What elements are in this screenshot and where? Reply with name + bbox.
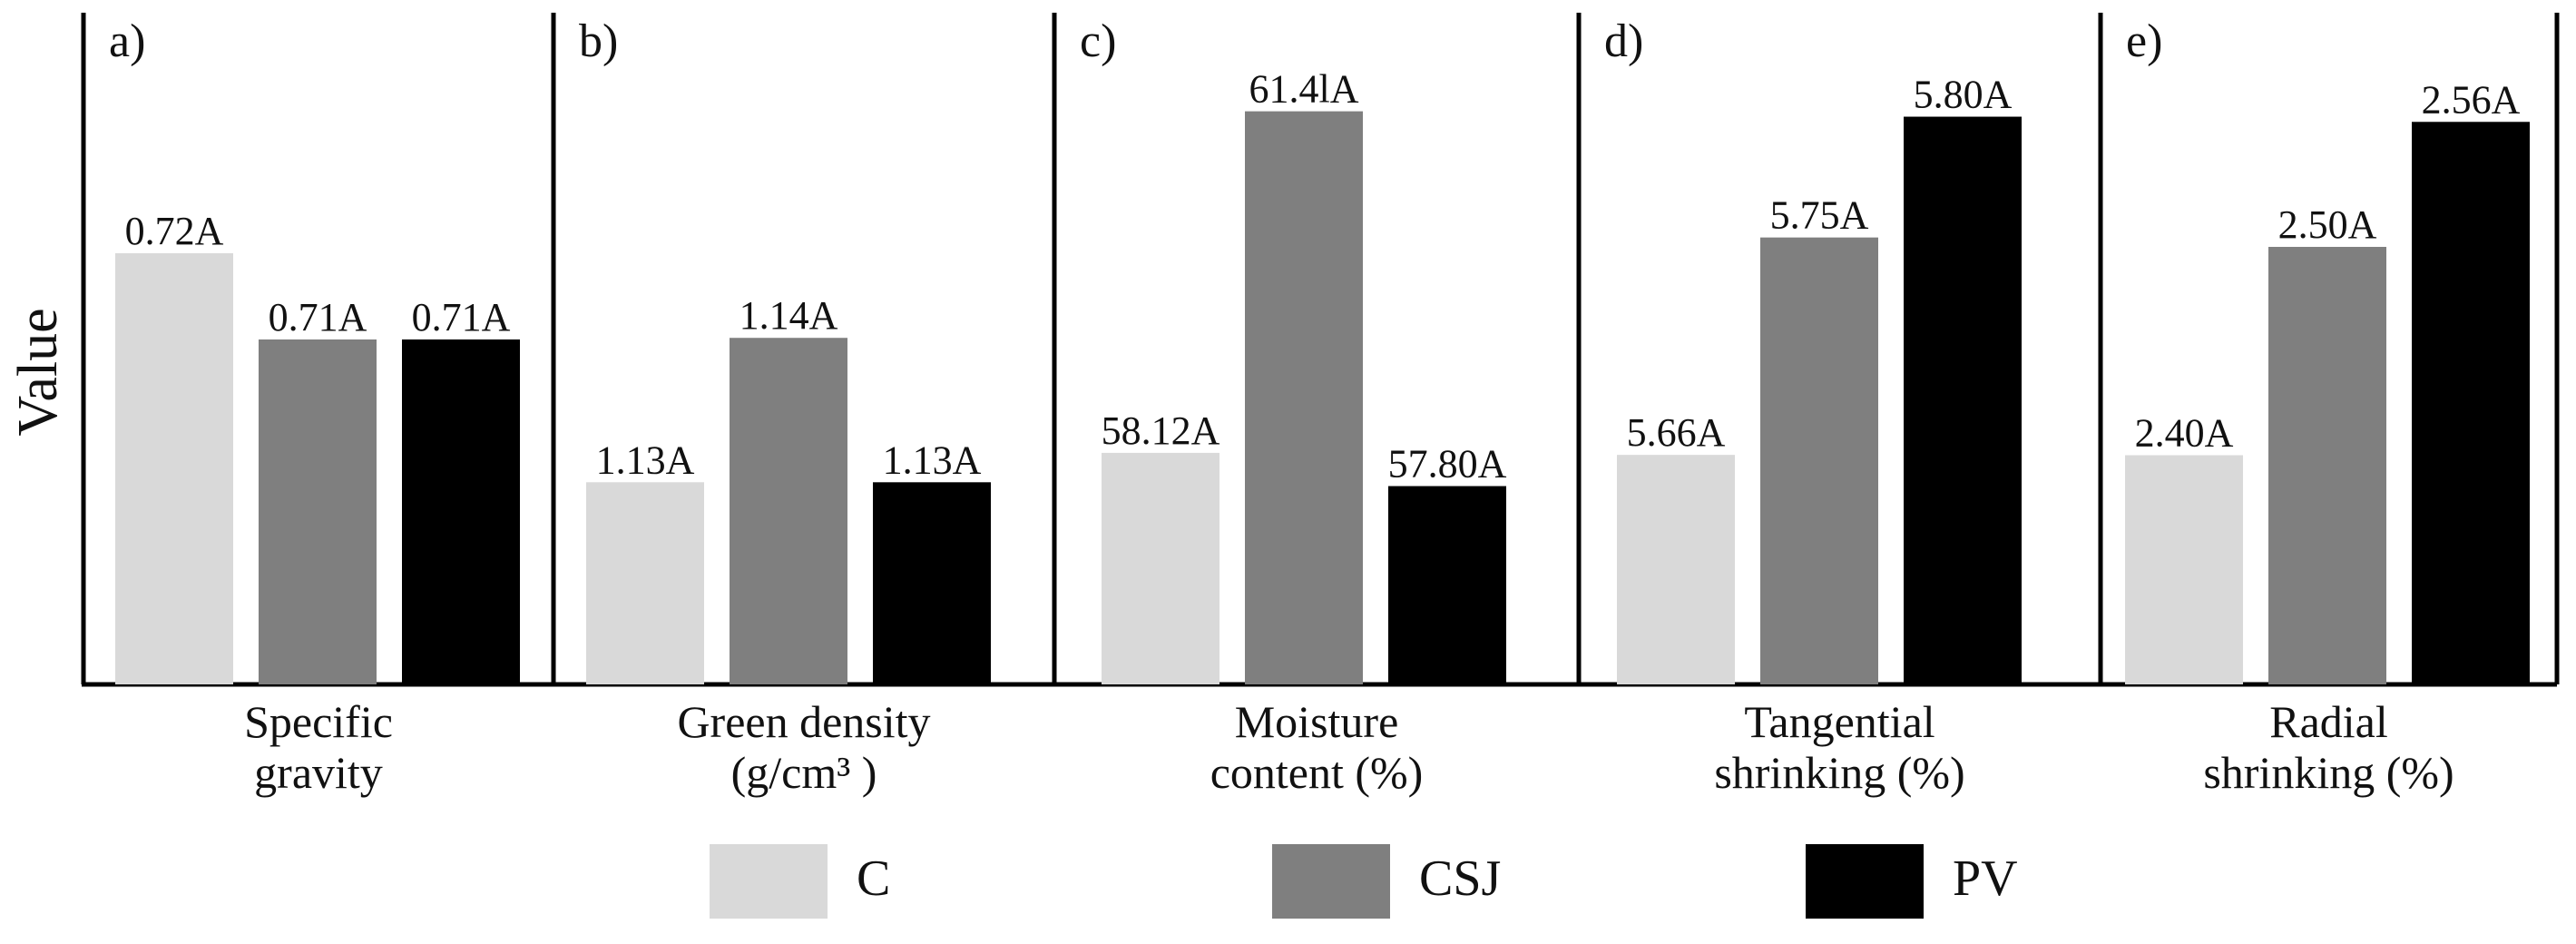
x-category-label: (g/cm³ ) xyxy=(731,747,877,798)
legend-label: PV xyxy=(1953,851,2018,907)
x-category-label: gravity xyxy=(254,747,383,798)
y-axis-label: Value xyxy=(7,308,69,436)
bar-c xyxy=(2125,455,2243,684)
bar-pv xyxy=(1388,486,1506,684)
x-category-label: Moisture xyxy=(1235,696,1399,747)
data-label: 2.56A xyxy=(2422,77,2521,122)
bar-csj xyxy=(1760,237,1878,684)
data-label: 5.75A xyxy=(1770,193,1869,238)
bar-pv xyxy=(873,482,991,684)
bar-c xyxy=(115,253,233,684)
bar-c xyxy=(1102,452,1219,684)
data-label: 1.14A xyxy=(739,293,838,338)
panel-label: a) xyxy=(109,15,145,67)
bar-c xyxy=(1617,455,1735,684)
data-label: 0.71A xyxy=(269,295,367,339)
x-category-label: shrinking (%) xyxy=(2203,747,2454,798)
x-category-label: content (%) xyxy=(1210,747,1424,798)
data-label: 5.80A xyxy=(1914,73,2013,117)
data-label: 58.12A xyxy=(1102,408,1220,453)
x-category-label: Specific xyxy=(244,696,393,747)
data-label: 57.80A xyxy=(1388,442,1507,487)
data-label: 1.13A xyxy=(596,438,695,482)
bar-c xyxy=(586,482,704,684)
x-category-label: Tangential xyxy=(1744,696,1934,747)
panel-label: c) xyxy=(1080,15,1116,67)
data-label: 61.4lA xyxy=(1249,67,1359,112)
x-category-label: Radial xyxy=(2269,696,2388,747)
x-category-label: shrinking (%) xyxy=(1714,747,1964,798)
data-label: 0.71A xyxy=(412,295,511,339)
legend-item-pv: PV xyxy=(1806,844,2018,919)
panel-label: d) xyxy=(1604,15,1643,67)
data-label: 2.50A xyxy=(2278,202,2377,247)
bar-csj xyxy=(730,338,847,684)
bar-pv xyxy=(1904,116,2022,684)
data-label: 5.66A xyxy=(1627,410,1726,455)
bar-pv xyxy=(2412,122,2530,685)
x-category-label: Green density xyxy=(677,696,930,747)
legend-swatch xyxy=(1272,844,1390,919)
legend-item-c: C xyxy=(710,844,890,919)
bar-csj xyxy=(1245,111,1363,685)
data-label: 2.40A xyxy=(2135,411,2234,456)
legend-label: C xyxy=(857,851,890,907)
legend-item-csj: CSJ xyxy=(1272,844,1501,919)
bar-csj xyxy=(259,339,377,684)
data-label: 1.13A xyxy=(883,438,982,482)
legend-swatch xyxy=(1806,844,1924,919)
data-label: 0.72A xyxy=(125,209,224,253)
legend-swatch xyxy=(710,844,828,919)
panel-label: e) xyxy=(2126,15,2162,67)
panel-1: b) 1.13A 1.14A 1.13A Green density(g/cm³ ) xyxy=(579,15,991,798)
bar-pv xyxy=(402,339,520,684)
bar-csj xyxy=(2268,246,2386,684)
legend-label: CSJ xyxy=(1419,851,1501,907)
legend: C CSJ PV xyxy=(710,844,2018,919)
panel-label: b) xyxy=(579,15,618,67)
